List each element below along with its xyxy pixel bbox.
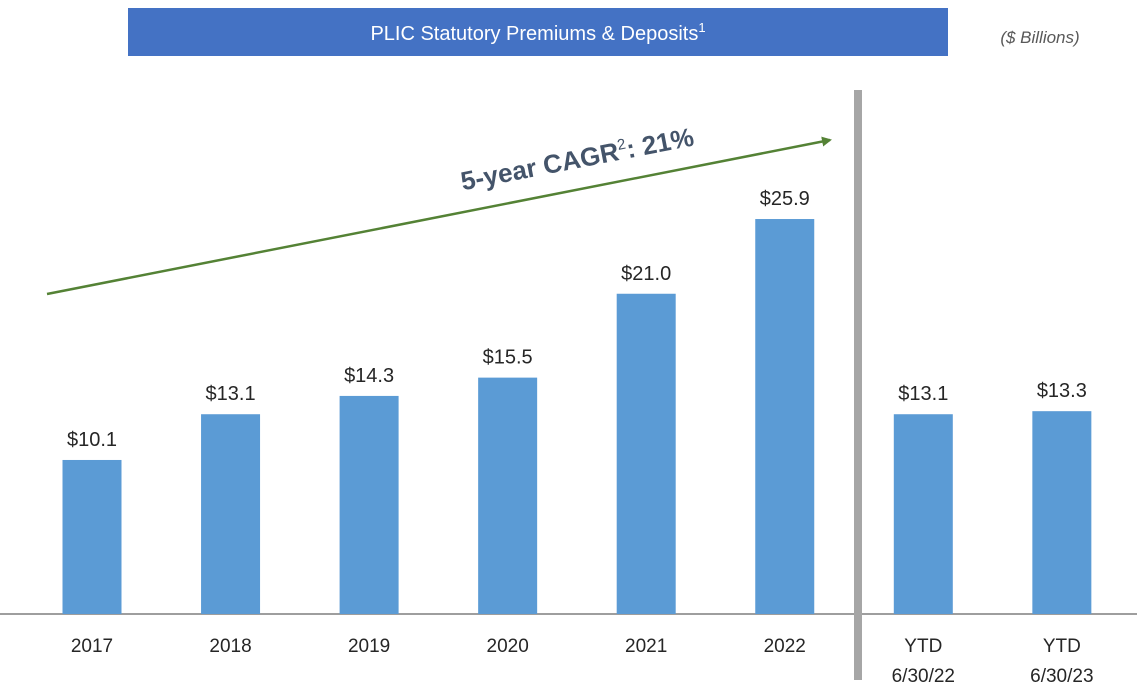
x-tick-label-line: 6/30/23	[1030, 666, 1093, 687]
title-superscript: 1	[698, 20, 705, 35]
title-text: PLIC Statutory Premiums & Deposits	[370, 23, 698, 45]
chart-title: PLIC Statutory Premiums & Deposits1	[370, 20, 705, 45]
x-tick-label: YTD 6/30/22	[892, 636, 955, 687]
data-label: $14.3	[344, 365, 394, 387]
x-tick-label: 2021	[625, 636, 667, 657]
cagr-annotation: 5-year CAGR2: 21%	[458, 122, 696, 197]
bar	[339, 395, 399, 614]
subtitle: ($ Billions)	[1000, 28, 1079, 47]
x-tick-label-line: 6/30/22	[892, 666, 955, 687]
x-tick-label: 2017	[71, 636, 113, 657]
bar	[62, 459, 122, 614]
x-tick-label-line: YTD	[904, 636, 942, 657]
bar	[616, 293, 676, 614]
annotation-suffix: : 21%	[624, 122, 696, 164]
annotation-text: 5-year CAGR	[458, 136, 621, 196]
bar	[1032, 411, 1092, 614]
title-box	[128, 8, 948, 56]
bar	[201, 414, 261, 614]
x-tick-label: 2018	[209, 636, 251, 657]
x-tick-label-line: YTD	[1043, 636, 1081, 657]
divider	[854, 90, 862, 680]
data-label: $13.3	[1037, 380, 1087, 402]
x-tick-label: 2020	[487, 636, 529, 657]
x-tick-label: 2019	[348, 636, 390, 657]
bar	[893, 414, 953, 614]
bar	[755, 219, 815, 614]
data-label: $21.0	[621, 263, 671, 285]
x-tick-label: 2022	[764, 636, 806, 657]
data-label: $13.1	[206, 383, 256, 405]
data-label: $13.1	[898, 383, 948, 405]
bar	[478, 377, 538, 614]
data-label: $10.1	[67, 429, 117, 451]
data-label: $15.5	[483, 347, 533, 369]
annotation-superscript: 2	[616, 136, 627, 154]
trend-arrow	[46, 136, 832, 296]
x-tick-label: YTD 6/30/23	[1030, 636, 1093, 687]
data-label: $25.9	[760, 188, 810, 210]
